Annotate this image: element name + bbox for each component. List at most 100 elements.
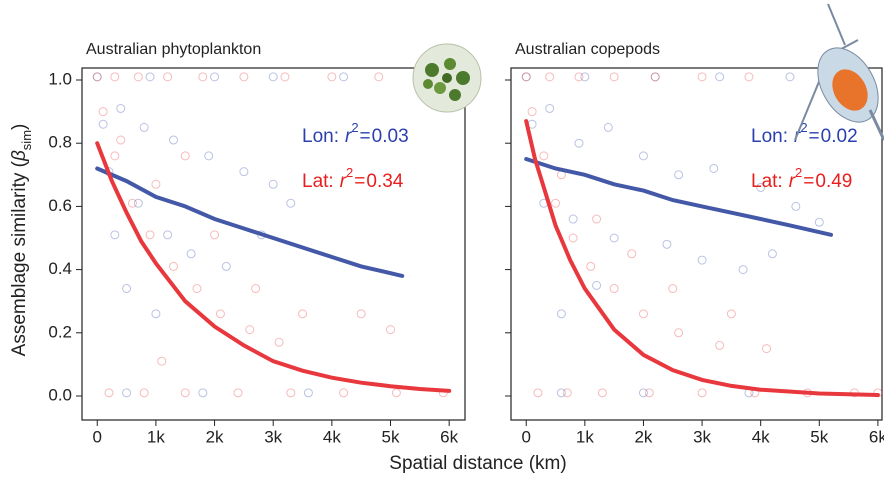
y-tick-label: 0.6 [48,196,72,215]
point [551,198,561,208]
power: 2 [800,120,807,135]
point [145,72,155,82]
point [186,249,196,259]
point [210,72,220,82]
x-tick-label: 1k [147,427,165,446]
panel: Australian phytoplankton 0 1k 2k 3k 4k 5k 6k 0.0… [48,41,466,446]
r2-annotation: Lon: r2=0.02 [751,120,858,147]
point [139,388,149,398]
point [192,284,202,294]
x-tick-label: 6k [869,427,884,446]
point [92,72,102,82]
point [556,309,566,319]
point [98,107,108,117]
point [545,103,555,113]
point [210,230,220,240]
point [791,201,801,211]
point [286,198,296,208]
point [251,284,261,294]
x-tick-label: 4k [752,427,770,446]
y-axis-label: Assemblage similarity (βsim) [9,124,34,357]
fit-line [95,141,452,393]
point [286,388,296,398]
point [521,72,531,82]
x-tick-label: 0 [522,427,531,446]
x-tick-label: 3k [264,427,282,446]
y-tick-label: 1.0 [48,69,72,88]
plot-frame [81,67,466,421]
point [738,265,748,275]
fit-line [95,166,405,278]
point [597,388,607,398]
point [744,72,754,82]
point [268,72,278,82]
point [592,214,602,224]
x-axis-label: Spatial distance (km) [389,453,566,474]
point [221,261,231,271]
point [785,72,795,82]
r2-annotation: Lon: r2=0.03 [302,120,409,147]
point [609,233,619,243]
point [198,72,208,82]
x-tick-label: 3k [693,427,711,446]
point [303,388,313,398]
point [104,388,114,398]
point [638,309,648,319]
y-tick-label: 0.8 [48,133,72,152]
point [697,388,707,398]
point [586,261,596,271]
point [239,167,249,177]
point [697,255,707,265]
point [527,107,537,117]
point [674,328,684,338]
y-axis-label-end: ) [9,124,30,130]
point [726,309,736,319]
stat: r [789,171,796,192]
point [239,72,249,82]
point [609,284,619,294]
point [603,122,613,132]
point [674,170,684,180]
x-tick-label: 2k [634,427,652,446]
point [697,72,707,82]
point [163,72,173,82]
plot-frame [510,67,883,421]
copepod-icon [794,3,884,141]
point [556,388,566,398]
point [644,388,654,398]
point [122,388,132,398]
point [609,72,619,82]
x-tick-label: 6k [440,427,458,446]
point [539,151,549,161]
point [374,72,384,82]
point [168,261,178,271]
point [139,122,149,132]
point [568,233,578,243]
point [298,309,308,319]
point [767,249,777,259]
point [127,198,137,208]
y-axis-label-symbol: β [9,150,30,162]
panel-title: Australian phytoplankton [86,41,261,58]
y-tick-label: 0.0 [48,385,72,404]
point [233,388,243,398]
point [116,103,126,113]
point [650,72,660,82]
point [215,309,225,319]
point [668,284,678,294]
point [562,388,572,398]
equals: = [809,126,820,147]
r2-annotation: Lat: r2=0.34 [302,165,404,192]
point [762,344,772,354]
point [98,119,108,129]
y-axis-label-text: Assemblage similarity ( [9,160,30,356]
point [574,72,584,82]
equals: = [354,171,365,192]
point [356,309,366,319]
x-tick-label: 0 [93,427,102,446]
point [92,72,102,82]
point [814,217,824,227]
panel-title: Australian copepods [515,41,660,58]
stat: r [345,126,352,147]
